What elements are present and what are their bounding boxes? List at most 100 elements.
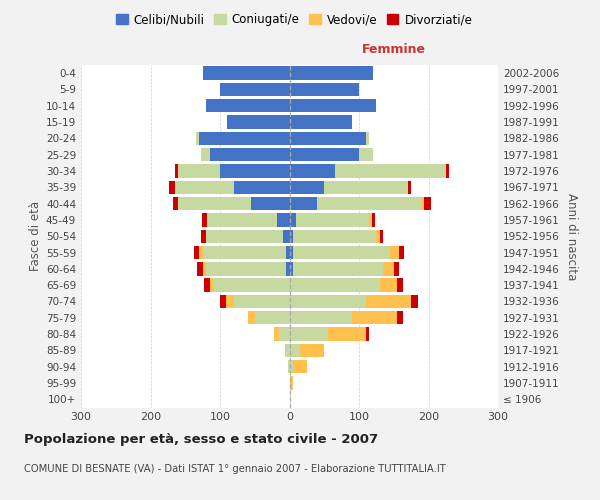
Bar xyxy=(290,344,300,357)
Bar xyxy=(199,132,290,145)
Bar xyxy=(293,230,376,243)
Bar xyxy=(251,197,290,210)
Bar xyxy=(204,278,209,292)
Bar xyxy=(324,180,407,194)
Bar xyxy=(290,328,328,341)
Bar xyxy=(352,311,397,324)
Bar xyxy=(290,180,324,194)
Bar xyxy=(290,99,376,112)
Bar xyxy=(290,295,366,308)
Bar xyxy=(317,197,422,210)
Bar xyxy=(203,66,290,80)
Bar xyxy=(290,197,317,210)
Bar xyxy=(175,164,178,177)
Bar xyxy=(203,262,206,276)
Bar xyxy=(279,328,290,341)
Bar xyxy=(202,214,208,226)
Bar xyxy=(383,262,394,276)
Bar xyxy=(394,262,400,276)
Bar xyxy=(371,214,375,226)
Bar xyxy=(290,66,373,80)
Bar xyxy=(175,180,234,194)
Bar xyxy=(248,311,255,324)
Bar xyxy=(178,197,251,210)
Bar xyxy=(407,180,411,194)
Bar xyxy=(290,132,366,145)
Bar xyxy=(290,116,352,129)
Bar xyxy=(234,180,290,194)
Bar xyxy=(206,99,290,112)
Bar xyxy=(286,246,290,259)
Bar xyxy=(290,262,293,276)
Bar xyxy=(390,246,398,259)
Bar xyxy=(220,83,290,96)
Bar xyxy=(220,164,290,177)
Bar xyxy=(328,328,366,341)
Bar xyxy=(380,230,383,243)
Bar xyxy=(199,246,203,259)
Bar xyxy=(209,148,290,162)
Bar xyxy=(398,246,404,259)
Bar xyxy=(290,83,359,96)
Bar xyxy=(290,360,293,374)
Bar xyxy=(290,278,380,292)
Bar xyxy=(173,197,178,210)
Bar xyxy=(208,214,277,226)
Bar xyxy=(296,214,370,226)
Bar xyxy=(197,262,203,276)
Bar xyxy=(255,311,290,324)
Bar xyxy=(366,295,411,308)
Text: Popolazione per età, sesso e stato civile - 2007: Popolazione per età, sesso e stato civil… xyxy=(24,432,378,446)
Bar xyxy=(290,376,293,390)
Bar xyxy=(293,360,307,374)
Bar xyxy=(376,230,380,243)
Bar xyxy=(300,344,324,357)
Bar xyxy=(284,344,286,357)
Bar xyxy=(370,214,371,226)
Bar xyxy=(290,311,352,324)
Bar xyxy=(283,230,290,243)
Bar xyxy=(424,197,431,210)
Bar xyxy=(288,360,290,374)
Bar xyxy=(286,344,290,357)
Bar xyxy=(277,214,290,226)
Bar xyxy=(359,148,373,162)
Bar xyxy=(206,262,286,276)
Y-axis label: Fasce di età: Fasce di età xyxy=(29,201,42,272)
Bar xyxy=(201,148,209,162)
Bar xyxy=(194,246,199,259)
Bar xyxy=(290,148,359,162)
Bar xyxy=(366,328,370,341)
Bar xyxy=(290,230,293,243)
Bar xyxy=(290,214,296,226)
Bar xyxy=(213,278,290,292)
Bar xyxy=(286,262,290,276)
Bar xyxy=(206,230,283,243)
Bar xyxy=(397,278,403,292)
Bar xyxy=(200,230,206,243)
Bar xyxy=(380,278,397,292)
Bar xyxy=(290,246,293,259)
Bar xyxy=(220,295,226,308)
Bar xyxy=(209,278,213,292)
Bar xyxy=(169,180,175,194)
Bar xyxy=(397,311,403,324)
Legend: Celibi/Nubili, Coniugati/e, Vedovi/e, Divorziati/e: Celibi/Nubili, Coniugati/e, Vedovi/e, Di… xyxy=(111,8,477,31)
Bar xyxy=(293,246,390,259)
Bar xyxy=(366,132,370,145)
Y-axis label: Anni di nascita: Anni di nascita xyxy=(565,192,578,280)
Bar xyxy=(274,328,279,341)
Bar xyxy=(203,246,286,259)
Bar xyxy=(178,164,220,177)
Bar xyxy=(411,295,418,308)
Bar xyxy=(234,295,290,308)
Bar xyxy=(227,116,290,129)
Bar xyxy=(290,164,335,177)
Bar xyxy=(226,295,234,308)
Text: COMUNE DI BESNATE (VA) - Dati ISTAT 1° gennaio 2007 - Elaborazione TUTTITALIA.IT: COMUNE DI BESNATE (VA) - Dati ISTAT 1° g… xyxy=(24,464,446,474)
Bar xyxy=(335,164,446,177)
Bar xyxy=(293,262,383,276)
Text: Femmine: Femmine xyxy=(362,44,426,57)
Bar xyxy=(196,132,199,145)
Bar xyxy=(446,164,449,177)
